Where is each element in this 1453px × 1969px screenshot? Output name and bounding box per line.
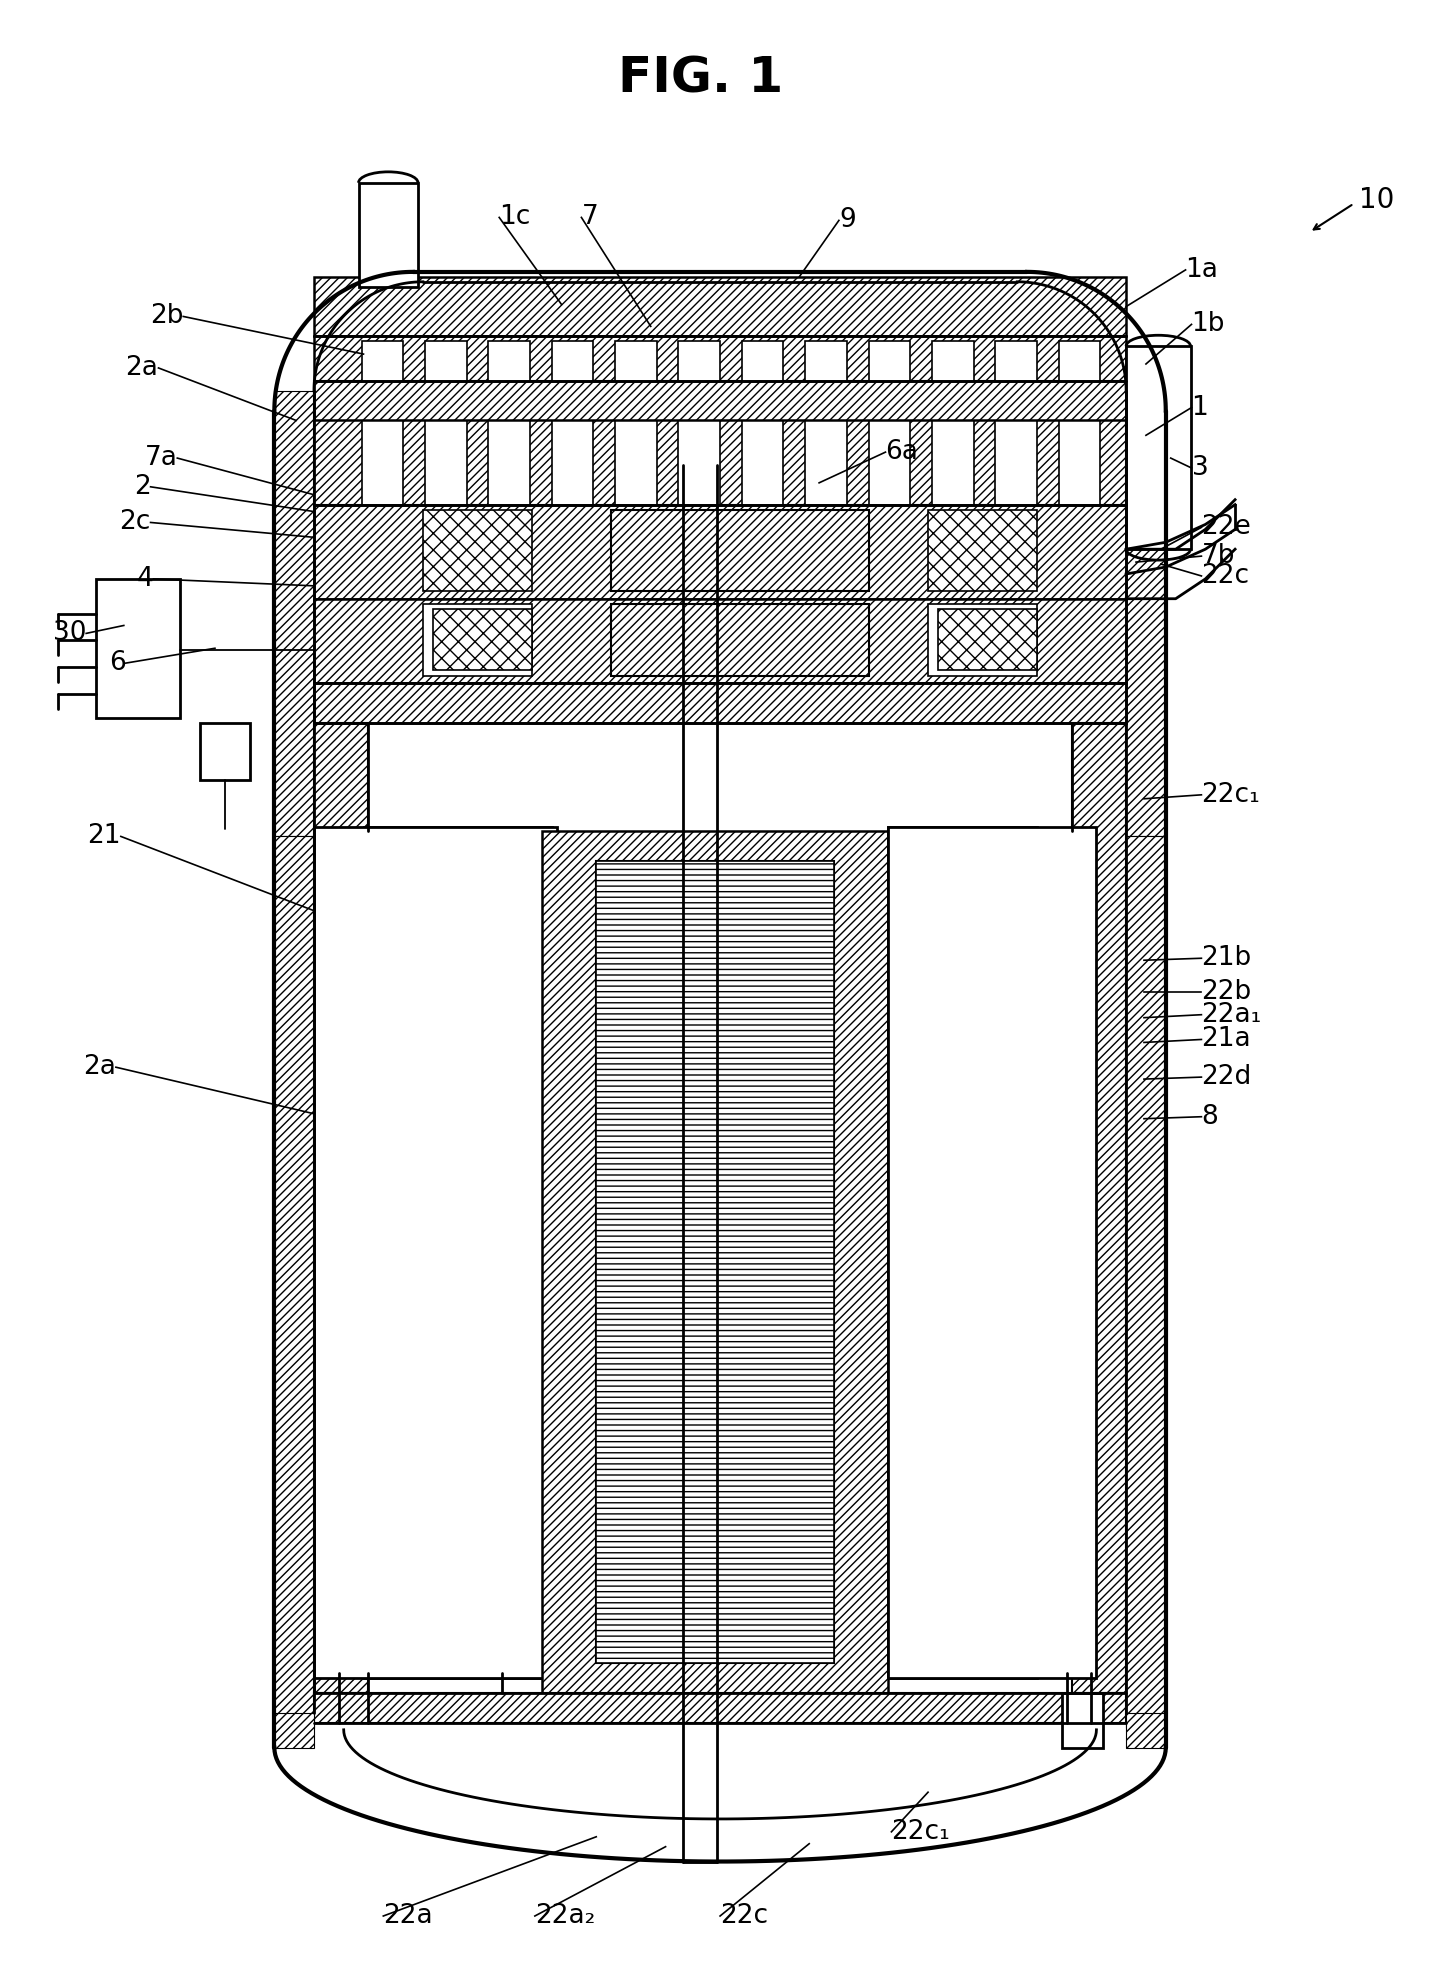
Bar bbox=[939, 608, 1037, 669]
Text: 2c: 2c bbox=[119, 510, 151, 536]
Bar bbox=[314, 278, 1126, 337]
Bar bbox=[679, 341, 721, 504]
Text: 22b: 22b bbox=[1202, 979, 1251, 1004]
Text: 2b: 2b bbox=[150, 303, 183, 329]
Bar bbox=[928, 510, 1037, 591]
Text: 9: 9 bbox=[838, 207, 856, 234]
Bar bbox=[615, 341, 657, 504]
Bar bbox=[314, 599, 1126, 683]
Bar bbox=[359, 183, 418, 287]
Bar bbox=[805, 341, 847, 504]
Bar bbox=[275, 1713, 314, 1748]
Text: 10: 10 bbox=[1359, 185, 1395, 213]
Text: 22c: 22c bbox=[1202, 563, 1250, 589]
Bar bbox=[369, 831, 453, 1674]
Bar bbox=[433, 608, 532, 669]
Bar bbox=[363, 827, 552, 1678]
Text: 22a₂: 22a₂ bbox=[535, 1902, 596, 1930]
Text: 3: 3 bbox=[1191, 455, 1209, 480]
Bar bbox=[931, 341, 974, 504]
Bar bbox=[612, 604, 869, 675]
Text: 2a: 2a bbox=[83, 1053, 116, 1081]
Text: 7: 7 bbox=[581, 205, 599, 230]
Bar bbox=[1126, 1713, 1165, 1748]
Text: 1c: 1c bbox=[500, 205, 530, 230]
Bar bbox=[453, 857, 542, 1648]
Text: 1: 1 bbox=[1191, 394, 1209, 421]
Text: 21b: 21b bbox=[1202, 945, 1251, 971]
Text: 30: 30 bbox=[52, 620, 86, 646]
Bar bbox=[1059, 341, 1100, 504]
Bar bbox=[362, 341, 402, 504]
Text: 22d: 22d bbox=[1202, 1063, 1251, 1091]
Text: 22e: 22e bbox=[1202, 514, 1251, 540]
Bar bbox=[1027, 831, 1081, 1674]
Text: 7b: 7b bbox=[1202, 543, 1235, 569]
Bar bbox=[423, 604, 532, 675]
Bar bbox=[995, 341, 1037, 504]
Text: 8: 8 bbox=[1202, 1105, 1218, 1130]
Bar bbox=[488, 341, 530, 504]
Bar bbox=[314, 1693, 1126, 1723]
Bar bbox=[928, 604, 1037, 675]
Text: 4: 4 bbox=[137, 565, 154, 593]
Text: 2a: 2a bbox=[125, 354, 158, 380]
Bar bbox=[869, 341, 910, 504]
Bar bbox=[314, 504, 1126, 599]
Bar bbox=[596, 860, 834, 1664]
Bar bbox=[1126, 837, 1165, 1729]
Text: 7a: 7a bbox=[144, 445, 177, 471]
Bar bbox=[275, 837, 314, 1729]
Bar bbox=[888, 827, 1097, 1678]
Text: 6a: 6a bbox=[885, 439, 918, 465]
Text: 1b: 1b bbox=[1191, 311, 1225, 337]
Text: FIG. 1: FIG. 1 bbox=[618, 55, 783, 102]
Bar bbox=[888, 827, 1037, 1678]
Text: 22a₁: 22a₁ bbox=[1202, 1002, 1261, 1028]
Text: 21: 21 bbox=[87, 823, 121, 849]
Bar bbox=[972, 831, 1027, 1674]
Text: 22c₁: 22c₁ bbox=[1202, 782, 1260, 807]
Bar bbox=[314, 380, 1126, 504]
Text: 6: 6 bbox=[109, 650, 126, 675]
Bar bbox=[612, 510, 869, 591]
Text: 2: 2 bbox=[134, 475, 151, 500]
Bar bbox=[894, 857, 972, 1648]
Bar bbox=[1126, 390, 1165, 837]
Bar bbox=[314, 683, 1126, 723]
Bar bbox=[1072, 723, 1126, 1693]
Bar bbox=[1126, 347, 1190, 549]
Bar bbox=[275, 390, 314, 837]
Text: 21a: 21a bbox=[1202, 1026, 1251, 1053]
Bar bbox=[424, 341, 466, 504]
Bar bbox=[96, 579, 180, 717]
Bar bbox=[314, 380, 1126, 421]
Bar bbox=[201, 723, 250, 780]
Bar bbox=[742, 341, 783, 504]
Bar bbox=[596, 860, 834, 1664]
Bar bbox=[314, 831, 369, 1674]
Bar bbox=[1062, 1693, 1103, 1748]
Bar bbox=[423, 510, 532, 591]
Text: 22c: 22c bbox=[721, 1902, 769, 1930]
Text: 22c₁: 22c₁ bbox=[891, 1819, 950, 1845]
Bar bbox=[314, 723, 369, 1693]
Text: 22a: 22a bbox=[384, 1902, 433, 1930]
Bar bbox=[314, 827, 556, 1678]
Text: 1a: 1a bbox=[1186, 256, 1219, 284]
Bar bbox=[542, 831, 888, 1693]
Bar bbox=[314, 337, 1126, 380]
Bar bbox=[552, 341, 593, 504]
